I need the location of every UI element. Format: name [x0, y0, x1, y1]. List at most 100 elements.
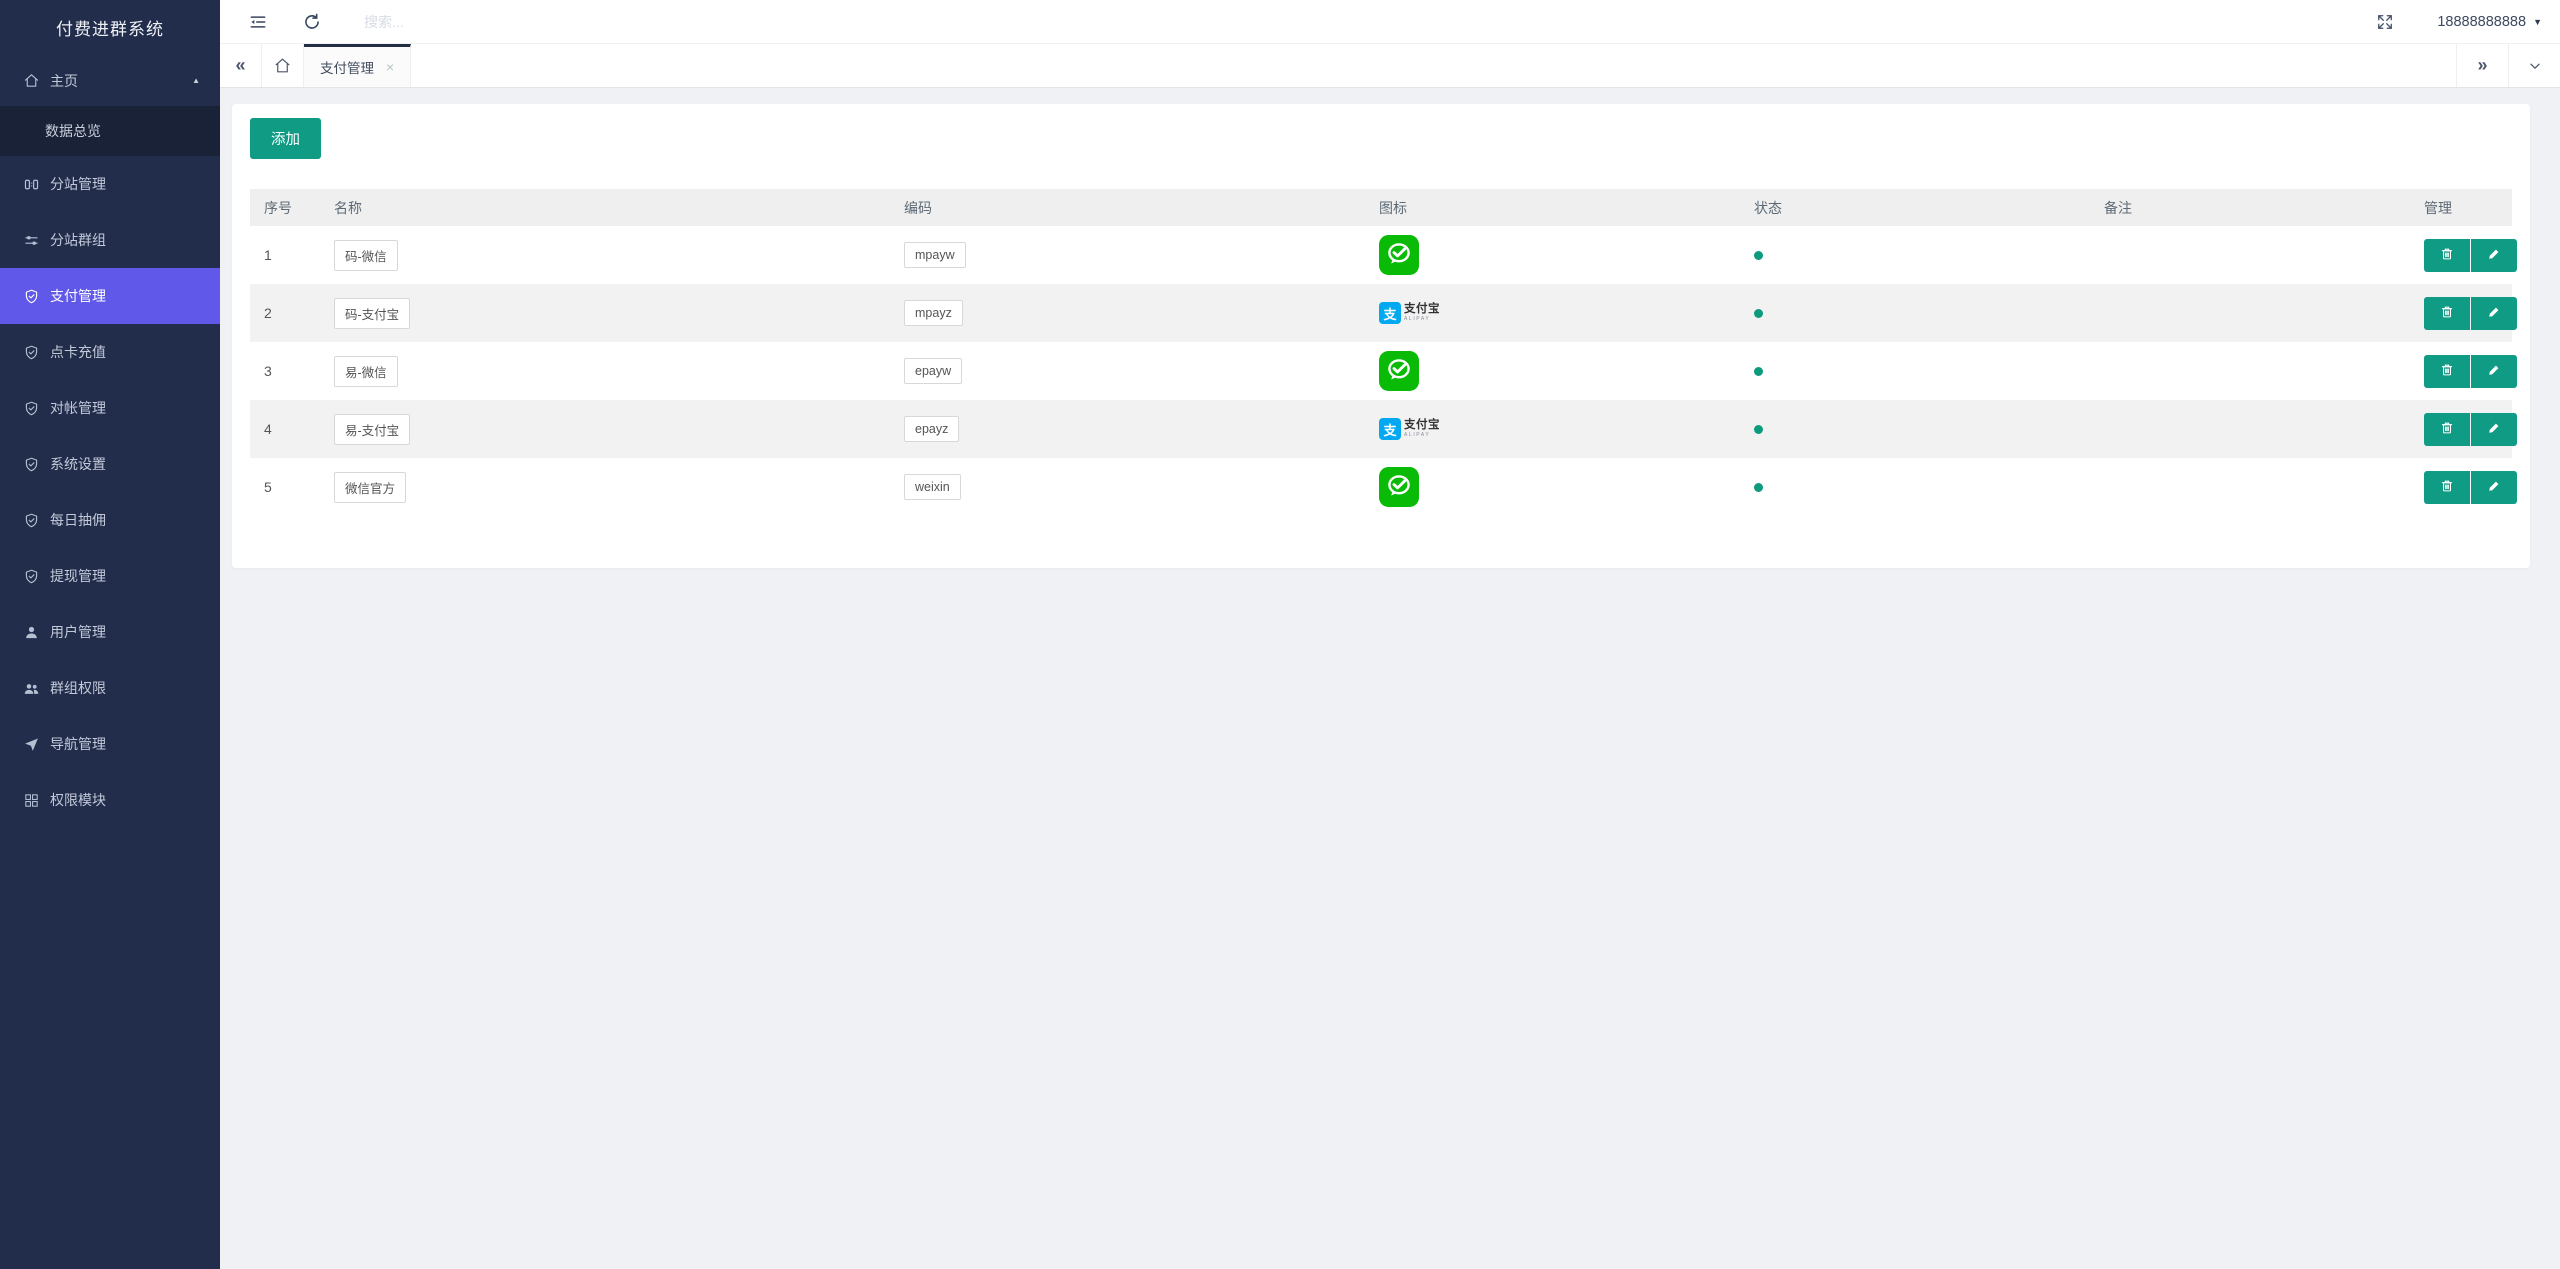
sidebar-item-label: 提现管理 — [50, 568, 106, 584]
sidebar-item-card-recharge[interactable]: 点卡充值 — [0, 324, 220, 380]
sidebar-item-user-manage[interactable]: 用户管理 — [0, 604, 220, 660]
send-icon — [23, 736, 40, 753]
wechat-pay-icon — [1379, 235, 1740, 275]
shield-check-icon — [23, 512, 40, 529]
add-button[interactable]: 添加 — [250, 118, 321, 159]
row-index: 4 — [264, 421, 272, 437]
wechat-pay-icon — [1379, 467, 1740, 507]
delete-button[interactable] — [2424, 238, 2470, 272]
fullscreen-icon[interactable] — [2375, 12, 2395, 32]
edit-button[interactable] — [2471, 354, 2517, 388]
wechat-pay-icon — [1379, 351, 1740, 391]
shield-check-icon — [23, 344, 40, 361]
topbar-right: 18888888888 ▼ — [2375, 12, 2542, 32]
edit-button[interactable] — [2471, 296, 2517, 330]
sidebar-item-label: 主页 — [50, 72, 78, 89]
alipay-symbol: 支 — [1379, 302, 1401, 324]
delete-button[interactable] — [2424, 296, 2470, 330]
status-dot-active — [1754, 483, 1763, 492]
alipay-icon: 支支付宝 ALIPAY — [1379, 302, 1440, 324]
pencil-icon — [2486, 304, 2502, 323]
alipay-latin: ALIPAY — [1404, 316, 1431, 323]
sidebar-item-label: 用户管理 — [50, 624, 106, 640]
name-field[interactable]: 码-支付宝 — [334, 297, 411, 329]
tab-payment-manage[interactable]: 支付管理 × — [304, 44, 412, 87]
sidebar-item-site-groups[interactable]: 分站群组 — [0, 212, 220, 268]
sidebar-item-label: 群组权限 — [50, 680, 106, 696]
table-row: 5 微信官方 weixin — [250, 458, 2517, 516]
tabs-scroll-right-icon[interactable]: » — [2456, 44, 2508, 87]
pencil-icon — [2486, 478, 2502, 497]
row-index: 1 — [264, 247, 272, 263]
alipay-name: 支付宝 — [1404, 302, 1440, 315]
remark-cell — [2090, 458, 2410, 516]
content-area: 添加 序号 名称 编码 图标 状态 备注 管理 1 码-微信 mpayw 2 码-支付宝 mpayz 支… — [220, 88, 2560, 1269]
app-title: 付费进群系统 — [56, 20, 164, 39]
tabbar-spacer — [411, 44, 2456, 87]
column-header: 管理 — [2410, 189, 2512, 226]
sidebar-item-label: 支付管理 — [50, 288, 106, 304]
status-dot-active — [1754, 309, 1763, 318]
delete-button[interactable] — [2424, 412, 2470, 446]
sidebar-item-permission-modules[interactable]: 权限模块 — [0, 772, 220, 828]
sidebar-item-nav-manage[interactable]: 导航管理 — [0, 716, 220, 772]
main-card: 添加 序号 名称 编码 图标 状态 备注 管理 1 码-微信 mpayw 2 码-支付宝 mpayz 支… — [232, 104, 2530, 568]
tabbar: « 支付管理 × » — [220, 44, 2560, 88]
column-header: 状态 — [1740, 189, 2090, 226]
sidebar-item-withdraw-manage[interactable]: 提现管理 — [0, 548, 220, 604]
edit-button[interactable] — [2471, 238, 2517, 272]
name-field[interactable]: 易-支付宝 — [334, 413, 411, 445]
sidebar-item-site-manage[interactable]: 分站管理 — [0, 156, 220, 212]
pencil-icon — [2486, 420, 2502, 439]
tab-close-icon[interactable]: × — [386, 59, 395, 75]
menu-fold-icon[interactable] — [248, 12, 268, 32]
name-field[interactable]: 微信官方 — [334, 471, 407, 503]
home-tab-icon[interactable] — [262, 44, 304, 87]
sidebar-item-group-permissions[interactable]: 群组权限 — [0, 660, 220, 716]
delete-button[interactable] — [2424, 470, 2470, 504]
sidebar-item-payment-manage[interactable]: 支付管理 — [0, 268, 220, 324]
shield-check-icon — [23, 400, 40, 417]
sidebar-item-home[interactable]: 主页 ▲ — [0, 55, 220, 106]
modules-icon — [23, 792, 40, 809]
table-header-row: 序号 名称 编码 图标 状态 备注 管理 — [250, 189, 2512, 226]
code-field[interactable]: epayz — [904, 416, 960, 442]
delete-button[interactable] — [2424, 354, 2470, 388]
column-header: 备注 — [2090, 189, 2410, 226]
sidebar-item-data-overview[interactable]: 数据总览 — [0, 106, 220, 156]
search-input[interactable] — [364, 13, 604, 30]
sidebar: 付费进群系统 主页 ▲ 数据总览分站管理 分站群组支付管理点卡充值对帐管理系统设置每日… — [0, 0, 220, 1269]
user-dropdown[interactable]: 18888888888 ▼ — [2437, 14, 2542, 30]
sidebar-item-label: 系统设置 — [50, 456, 106, 472]
status-dot-active — [1754, 251, 1763, 260]
alipay-icon: 支支付宝 ALIPAY — [1379, 418, 1440, 440]
sliders-icon — [23, 232, 40, 249]
code-field[interactable]: weixin — [904, 474, 961, 500]
table-body: 1 码-微信 mpayw 2 码-支付宝 mpayz 支支付宝 ALIPAY 3 易-微信 epay… — [250, 226, 2517, 516]
trash-icon — [2439, 304, 2455, 323]
refresh-icon[interactable] — [302, 12, 322, 32]
edit-button[interactable] — [2471, 470, 2517, 504]
pencil-icon — [2486, 246, 2502, 265]
sidebar-item-label: 数据总览 — [45, 123, 101, 139]
sidebar-item-reconciliation[interactable]: 对帐管理 — [0, 380, 220, 436]
edit-button[interactable] — [2471, 412, 2517, 446]
tabs-menu-icon[interactable] — [2508, 44, 2560, 87]
status-dot-active — [1754, 367, 1763, 376]
sidebar-item-system-settings[interactable]: 系统设置 — [0, 436, 220, 492]
table-row: 4 易-支付宝 epayz 支支付宝 ALIPAY — [250, 400, 2517, 458]
name-field[interactable]: 码-微信 — [334, 239, 398, 271]
code-field[interactable]: mpayz — [904, 300, 963, 326]
sidebar-item-label: 点卡充值 — [50, 344, 106, 360]
code-field[interactable]: epayw — [904, 358, 963, 384]
code-field[interactable]: mpayw — [904, 242, 966, 268]
alipay-symbol: 支 — [1379, 418, 1401, 440]
name-field[interactable]: 易-微信 — [334, 355, 398, 387]
home-icon — [23, 72, 40, 89]
user-phone: 18888888888 — [2437, 13, 2527, 30]
grid-icon — [23, 176, 40, 193]
table-row: 3 易-微信 epayw — [250, 342, 2517, 400]
column-header: 名称 — [320, 189, 890, 226]
tabs-scroll-left-icon[interactable]: « — [220, 44, 262, 87]
sidebar-item-daily-commission[interactable]: 每日抽佣 — [0, 492, 220, 548]
